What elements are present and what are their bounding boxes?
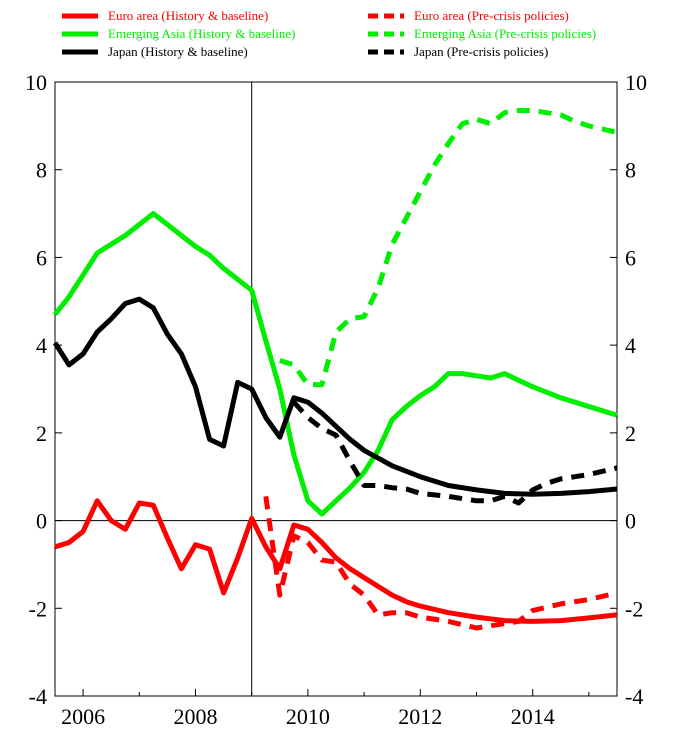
x-tick-label: 2008: [174, 704, 218, 729]
x-tick-label: 2014: [511, 704, 555, 729]
y-tick-label-right: -4: [625, 684, 643, 709]
y-tick-label-right: 10: [625, 70, 647, 95]
y-tick-label-right: 4: [625, 333, 636, 358]
x-tick-label: 2010: [286, 704, 330, 729]
y-tick-label-left: -2: [29, 596, 47, 621]
x-tick-label: 2012: [398, 704, 442, 729]
legend-label-4: Japan (History & baseline): [108, 44, 248, 59]
y-tick-label-right: 0: [625, 509, 636, 534]
series-layer: [52, 108, 618, 631]
x-axis: 2006 2008 2010 2012 2014: [61, 689, 590, 729]
y-tick-label-left: 4: [36, 333, 47, 358]
legend-label-1: Euro area (Pre-crisis policies): [414, 8, 569, 23]
legend-label-0: Euro area (History & baseline): [108, 8, 268, 23]
y-tick-label-left: 8: [36, 158, 47, 183]
series-line-1: [263, 496, 618, 631]
right-y-axis: -4 -2 0 2 4 6 8 10: [610, 70, 647, 709]
y-tick-label-right: 8: [625, 158, 636, 183]
series-line-0: [54, 498, 618, 624]
legend-label-3: Emerging Asia (Pre-crisis policies): [414, 26, 596, 41]
y-tick-label-left: 2: [36, 421, 47, 446]
series-line-2: [53, 211, 618, 517]
y-tick-label-left: 6: [36, 245, 47, 270]
y-tick-label-right: 2: [625, 421, 636, 446]
y-tick-label-right: 6: [625, 245, 636, 270]
y-tick-label-right: -2: [625, 596, 643, 621]
plot-frame: [54, 81, 618, 697]
legend: Euro area (History & baseline) Euro area …: [62, 8, 596, 59]
series-line-3: [279, 108, 618, 388]
legend-label-5: Japan (Pre-crisis policies): [414, 44, 548, 59]
y-tick-label-left: 10: [25, 70, 47, 95]
left-y-axis: -4 -2 0 2 4 6 8 10: [25, 70, 62, 709]
series-line-4: [52, 296, 618, 497]
x-tick-label: 2006: [61, 704, 105, 729]
plot-area: [52, 81, 618, 697]
y-tick-label-left: -4: [29, 684, 47, 709]
legend-label-2: Emerging Asia (History & baseline): [108, 26, 296, 41]
series-line-5: [292, 400, 618, 506]
y-tick-label-left: 0: [36, 509, 47, 534]
